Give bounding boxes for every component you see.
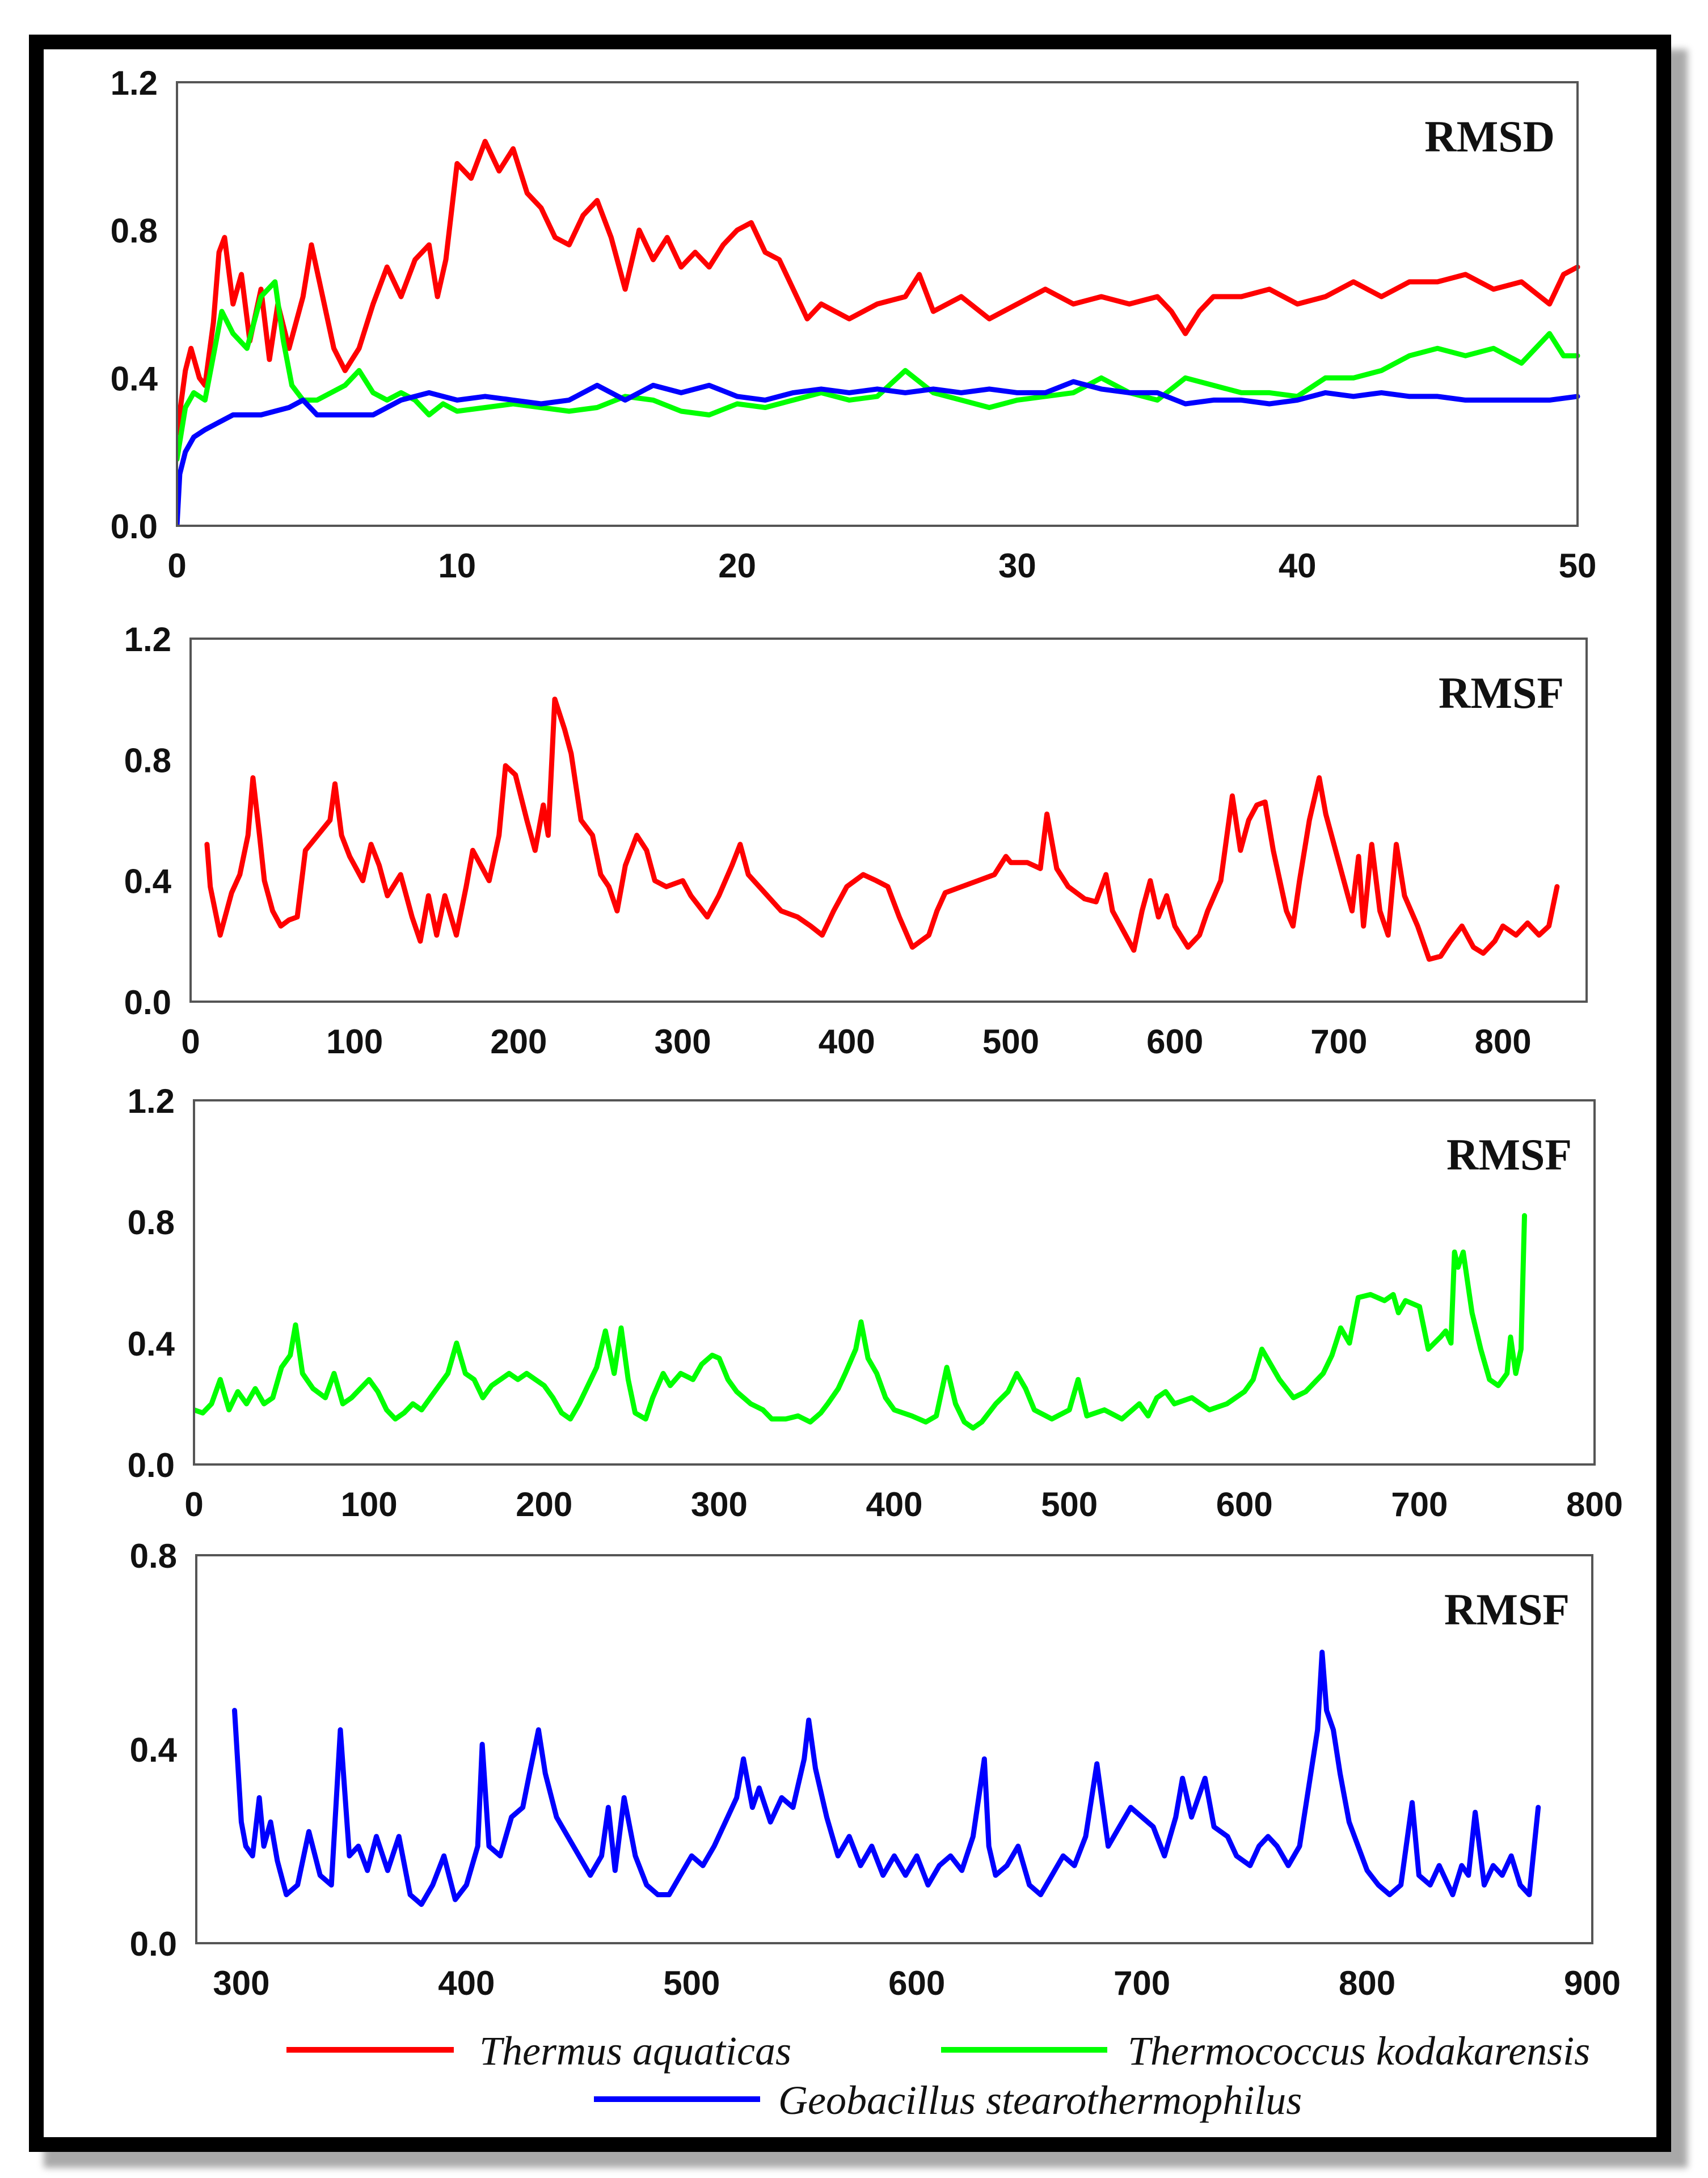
x-tick-label: 700 [1391,1485,1448,1523]
rmsd-panel: 0.0 0.4 0.8 1.2 0 10 20 30 40 50 RMSD [111,64,1597,585]
y-tick-label: 1.2 [124,621,171,659]
x-tick-label: 300 [213,1964,269,2002]
x-tick-label: 900 [1564,1964,1621,2002]
legend-label-thermococcus: Thermococcus kodakarensis [1128,2028,1590,2074]
x-tick-label: 600 [1216,1485,1273,1523]
x-tick-label: 50 [1559,547,1597,585]
x-tick-label: 500 [1041,1485,1098,1523]
x-tick-label: 200 [516,1485,572,1523]
y-tick-label: 0.4 [130,1731,178,1769]
y-tick-label: 0.8 [130,1537,177,1575]
x-tick-label: 400 [438,1964,495,2002]
plot-area-frame [189,638,1588,1003]
y-tick-label: 1.2 [111,64,158,102]
x-tick-label: 0 [184,1485,203,1523]
x-tick-label: 500 [982,1023,1039,1061]
y-tick-label: 1.2 [128,1082,175,1120]
plot-area-frame [176,81,1579,527]
x-tick-label: 800 [1566,1485,1623,1523]
y-tick-label: 0.0 [128,1446,175,1484]
y-tick-label: 0.4 [128,1325,175,1363]
series-line-thermus-aquaticas [204,697,1560,962]
x-tick-label: 800 [1474,1023,1531,1061]
y-tick-label: 0.0 [124,984,171,1022]
legend: Thermus aquaticas Thermococcus kodakaren… [286,2028,1590,2123]
x-tick-label: 0 [167,547,186,585]
series-line-thermus-aquaticas [177,138,1580,436]
panel-title: RMSF [1439,668,1564,717]
x-tick-label: 500 [663,1964,720,2002]
y-tick-label: 0.4 [111,360,158,398]
y-tick-label: 0.8 [128,1204,175,1242]
plot-area-frame [195,1554,1593,1944]
x-tick-label: 40 [1279,547,1317,585]
series-line-thermococcus-kodakarensis [177,279,1580,462]
x-tick-label: 100 [341,1485,398,1523]
y-tick-label: 0.0 [111,508,158,546]
x-tick-label: 400 [819,1023,875,1061]
x-tick-label: 600 [888,1964,945,2002]
x-tick-label: 700 [1114,1964,1170,2002]
x-tick-label: 0 [181,1023,200,1061]
x-tick-label: 700 [1310,1023,1367,1061]
legend-label-thermus: Thermus aquaticas [479,2028,791,2074]
plot-area-frame [193,1099,1596,1466]
x-tick-label: 600 [1146,1023,1203,1061]
x-tick-label: 300 [691,1485,748,1523]
x-tick-label: 800 [1339,1964,1395,2002]
x-tick-label: 200 [490,1023,547,1061]
y-tick-label: 0.8 [124,741,171,779]
legend-label-geobacillus: Geobacillus stearothermophilus [778,2078,1302,2123]
series-line-thermococcus-kodakarensis [194,1213,1527,1431]
x-tick-label: 20 [718,547,756,585]
panel-title: RMSF [1444,1585,1570,1634]
panel-title: RMSD [1424,112,1555,161]
rmsf-panel-thermococcus: 0.0 0.4 0.8 1.2 0 100 200 300 400 500 600 700 800 RMS… [128,1082,1623,1523]
x-tick-label: 400 [866,1485,922,1523]
y-tick-label: 0.0 [130,1925,177,1963]
rmsf-panel-geobacillus: 0.0 0.4 0.8 300 400 500 600 700 800 900 RMSF [130,1537,1621,2002]
figure-frame [29,35,1671,2152]
series-line-geobacillus-stearothermophilus [232,1649,1541,1907]
x-tick-label: 10 [438,547,476,585]
x-tick-label: 300 [655,1023,711,1061]
rmsf-panel-thermus: 0.0 0.4 0.8 1.2 0 100 200 300 400 500 600 700 800 RMS… [124,621,1588,1061]
x-tick-label: 100 [326,1023,383,1061]
panel-title: RMSF [1446,1130,1572,1179]
y-tick-label: 0.8 [111,212,158,250]
y-tick-label: 0.4 [124,863,172,901]
series-line-geobacillus-stearothermophilus [177,379,1580,526]
x-tick-label: 30 [998,547,1036,585]
